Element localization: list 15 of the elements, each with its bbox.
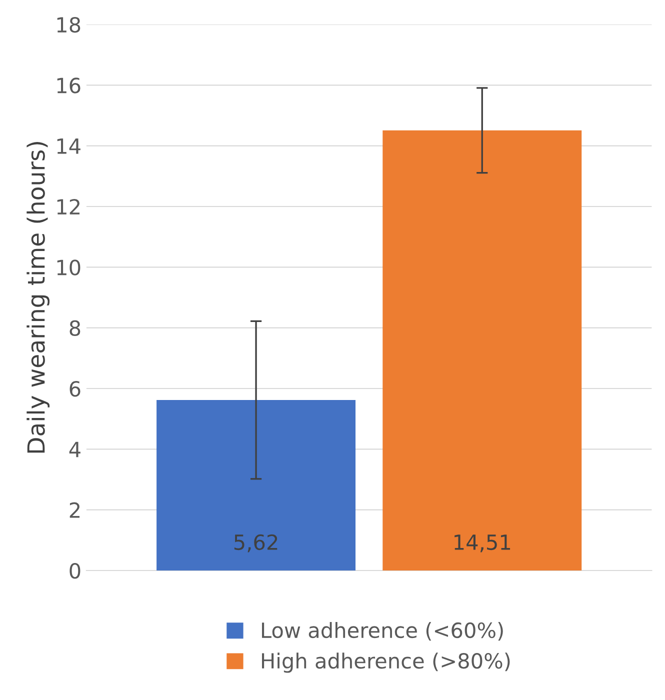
- y-tick-label: 0: [70, 562, 80, 579]
- data-label: 5,62: [234, 534, 278, 552]
- y-tick-label: 10: [57, 260, 80, 276]
- y-tick-label: 16: [57, 78, 80, 94]
- y-tick-label: 18: [57, 16, 80, 33]
- y-tick-label: 4: [69, 442, 80, 458]
- y-tick-label: 2: [70, 502, 80, 518]
- y-tick-label: 6: [70, 380, 80, 397]
- y-tick-label: 14: [57, 138, 80, 154]
- data-label: 14,51: [454, 534, 510, 552]
- y-axis-title: Daily wearing time (hours): [26, 142, 50, 453]
- legend-label: High adherence (>80%): [262, 652, 510, 673]
- y-tick-label: 12: [57, 198, 80, 214]
- legend-label: Low adherence (<60%): [262, 622, 503, 641]
- y-tick-label: 8: [70, 320, 80, 336]
